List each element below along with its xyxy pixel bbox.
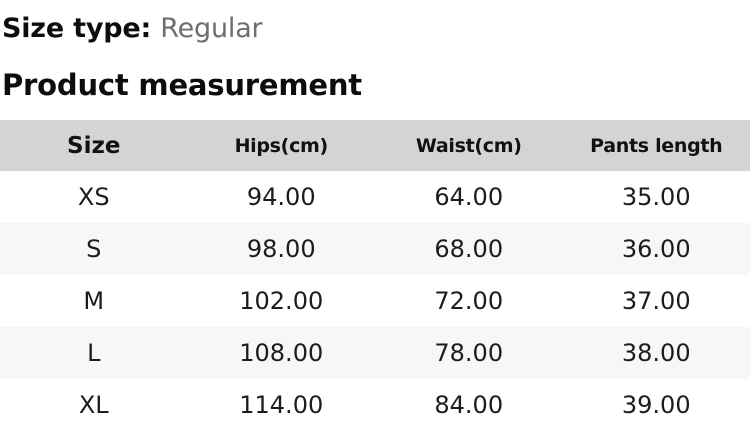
cell-pants-length: 38.00	[563, 327, 750, 379]
cell-hips: 108.00	[188, 327, 376, 379]
cell-pants-length: 35.00	[563, 171, 750, 223]
cell-size: XS	[0, 171, 188, 223]
table-row: XS 94.00 64.00 35.00	[0, 171, 750, 223]
cell-hips: 98.00	[188, 223, 376, 275]
cell-hips: 114.00	[188, 379, 376, 431]
cell-waist: 64.00	[375, 171, 563, 223]
cell-pants-length: 39.00	[563, 379, 750, 431]
cell-waist: 68.00	[375, 223, 563, 275]
column-header-pants-length: Pants length	[563, 120, 750, 171]
table-row: M 102.00 72.00 37.00	[0, 275, 750, 327]
product-measurement-title: Product measurement	[2, 67, 750, 103]
table-row: L 108.00 78.00 38.00	[0, 327, 750, 379]
cell-size: XL	[0, 379, 188, 431]
measurement-table: Size Hips(cm) Waist(cm) Pants length XS …	[0, 120, 750, 431]
cell-hips: 102.00	[188, 275, 376, 327]
table-row: XL 114.00 84.00 39.00	[0, 379, 750, 431]
size-type-label: Size type:	[2, 13, 151, 44]
cell-waist: 84.00	[375, 379, 563, 431]
cell-size: S	[0, 223, 188, 275]
column-header-hips: Hips(cm)	[188, 120, 376, 171]
column-header-size: Size	[0, 120, 188, 171]
cell-size: M	[0, 275, 188, 327]
cell-hips: 94.00	[188, 171, 376, 223]
size-type-value: Regular	[160, 13, 262, 44]
cell-size: L	[0, 327, 188, 379]
table-row: S 98.00 68.00 36.00	[0, 223, 750, 275]
column-header-waist: Waist(cm)	[375, 120, 563, 171]
size-type-heading: Size type: Regular	[2, 12, 750, 46]
cell-waist: 72.00	[375, 275, 563, 327]
cell-waist: 78.00	[375, 327, 563, 379]
table-header-row: Size Hips(cm) Waist(cm) Pants length	[0, 120, 750, 171]
cell-pants-length: 36.00	[563, 223, 750, 275]
cell-pants-length: 37.00	[563, 275, 750, 327]
